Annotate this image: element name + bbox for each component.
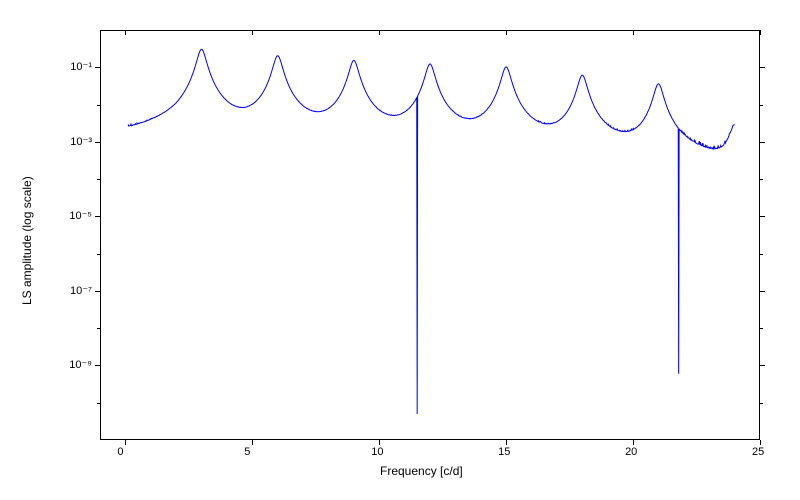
x-tick <box>379 440 380 445</box>
y-minor-tick-right <box>760 216 763 217</box>
y-minor-tick-right <box>760 142 763 143</box>
x-tick-label: 25 <box>752 446 764 458</box>
y-minor-tick <box>97 67 100 68</box>
y-minor-tick-right <box>760 328 763 329</box>
y-minor-tick-right <box>760 291 763 292</box>
x-tick-top <box>125 30 126 35</box>
spectrum-line <box>0 0 800 500</box>
x-axis-label: Frequency [c/d] <box>380 464 463 478</box>
y-minor-tick-right <box>760 67 763 68</box>
x-tick-top <box>633 30 634 35</box>
y-tick-label: 10⁻⁷ <box>70 284 92 297</box>
y-minor-tick-right <box>760 403 763 404</box>
x-tick-top <box>506 30 507 35</box>
y-tick-label: 10⁻⁹ <box>69 358 92 371</box>
x-tick <box>125 440 126 445</box>
y-minor-tick-right <box>760 254 763 255</box>
x-tick <box>760 440 761 445</box>
x-tick-top <box>252 30 253 35</box>
x-tick-label: 20 <box>625 446 637 458</box>
x-tick <box>633 440 634 445</box>
y-minor-tick <box>97 328 100 329</box>
x-tick-top <box>760 30 761 35</box>
y-minor-tick <box>97 291 100 292</box>
y-minor-tick <box>97 403 100 404</box>
y-minor-tick <box>97 216 100 217</box>
y-axis-label: LS amplitude (log scale) <box>20 176 34 305</box>
y-tick-label: 10⁻³ <box>70 135 92 148</box>
x-tick-top <box>379 30 380 35</box>
y-minor-tick <box>97 142 100 143</box>
y-minor-tick <box>97 365 100 366</box>
x-tick-label: 5 <box>244 446 250 458</box>
x-tick <box>252 440 253 445</box>
y-minor-tick <box>97 179 100 180</box>
x-tick-label: 15 <box>498 446 510 458</box>
y-minor-tick-right <box>760 105 763 106</box>
y-tick-label: 10⁻⁵ <box>69 209 92 222</box>
y-tick-label: 10⁻¹ <box>70 60 92 73</box>
y-minor-tick <box>97 254 100 255</box>
spectrum-path <box>128 49 735 414</box>
x-tick-label: 0 <box>117 446 123 458</box>
y-minor-tick-right <box>760 179 763 180</box>
x-tick-label: 10 <box>371 446 383 458</box>
periodogram-chart: Frequency [c/d] LS amplitude (log scale)… <box>0 0 800 500</box>
y-minor-tick-right <box>760 365 763 366</box>
x-tick <box>506 440 507 445</box>
y-minor-tick <box>97 105 100 106</box>
